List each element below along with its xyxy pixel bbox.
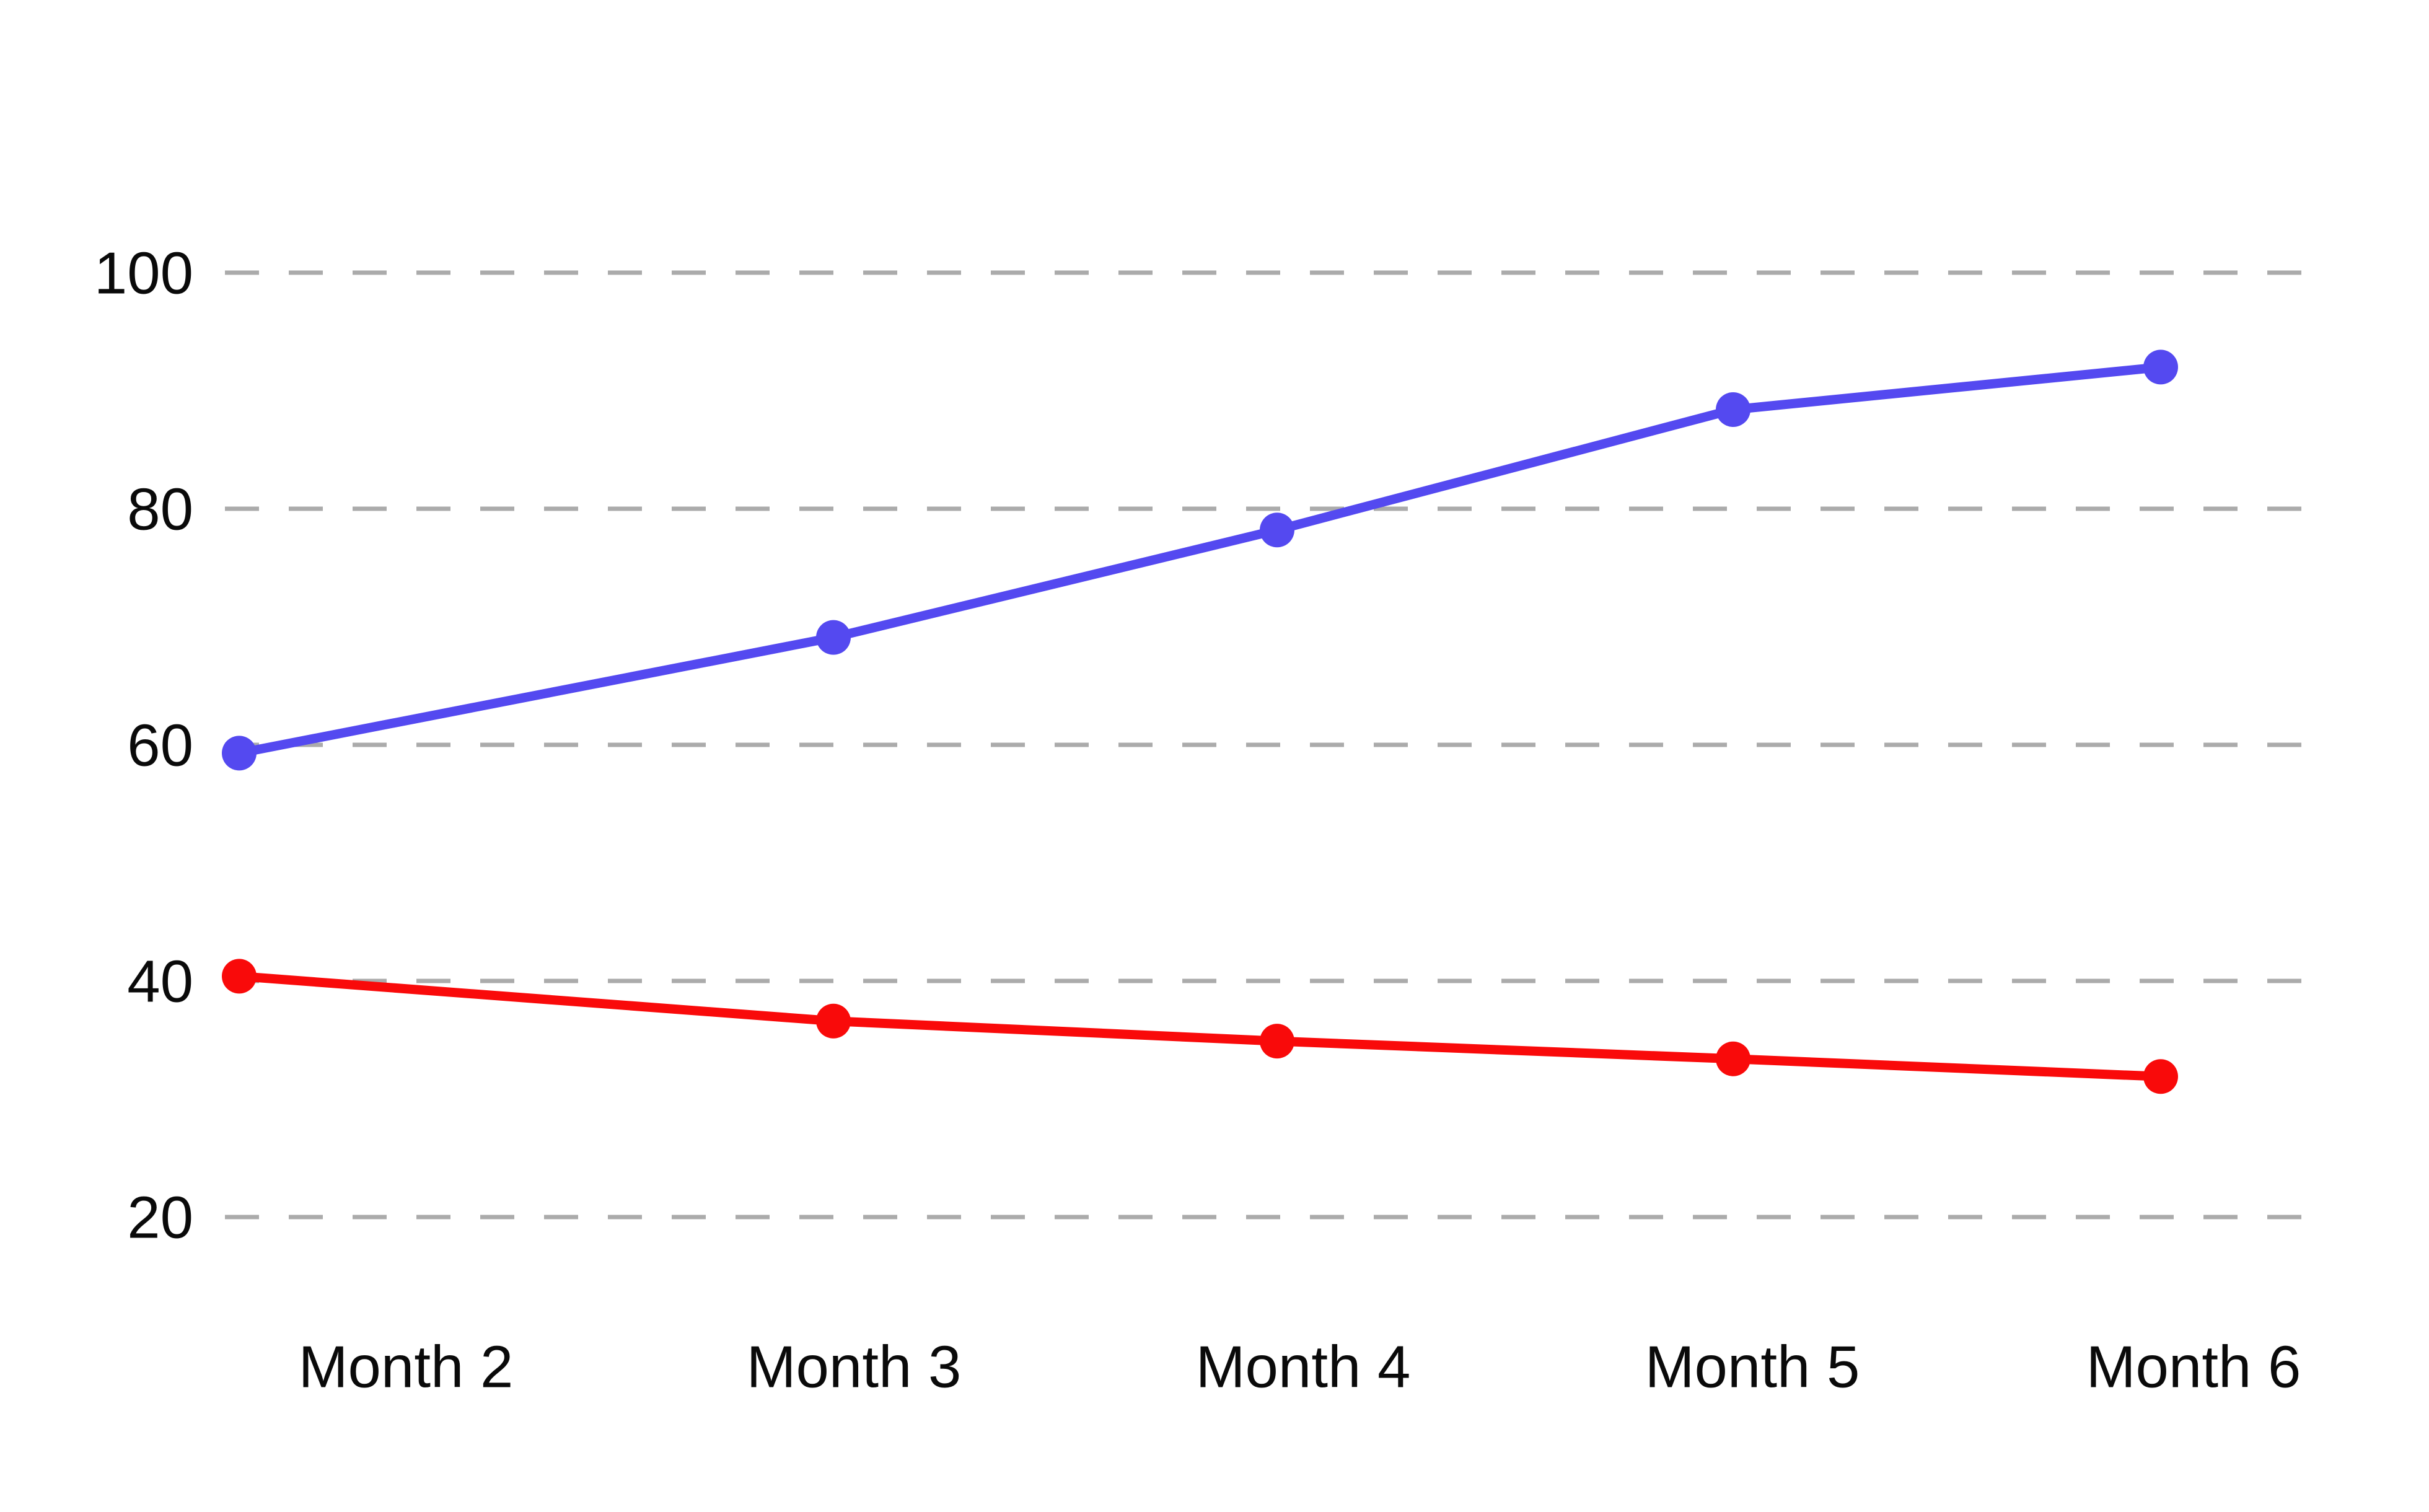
x-axis-tick-label: Month 3 <box>747 1334 962 1400</box>
y-axis-tick-label: 60 <box>127 713 193 779</box>
x-axis-tick-label: Month 5 <box>1645 1334 1860 1400</box>
y-axis-tick-label: 40 <box>127 949 193 1015</box>
data-point-red <box>1716 1041 1750 1076</box>
data-point-blue <box>816 620 851 655</box>
data-point-blue <box>2143 349 2178 385</box>
axis-layer: 100 80 60 40 20 Month 2 Month 3 Month 4 Month 5 M… <box>94 240 2301 1400</box>
data-point-blue <box>1716 392 1750 427</box>
x-axis-tick-label: Month 6 <box>2086 1334 2301 1400</box>
data-point-red <box>1260 1024 1294 1059</box>
data-point-red <box>2143 1059 2178 1094</box>
grid-layer <box>225 270 2317 1220</box>
data-point-blue <box>222 736 257 771</box>
series-layer <box>222 349 2178 1094</box>
x-axis-tick-label: Month 2 <box>299 1334 514 1400</box>
data-point-red <box>222 959 257 994</box>
series-line-blue <box>234 362 2166 758</box>
data-point-blue <box>1260 512 1294 548</box>
series-line-red <box>234 971 2166 1081</box>
y-axis-tick-label: 100 <box>94 240 193 307</box>
data-point-red <box>816 1003 851 1039</box>
x-axis-tick-label: Month 4 <box>1196 1334 1411 1400</box>
y-axis-tick-label: 20 <box>127 1185 193 1251</box>
y-axis-tick-label: 80 <box>127 477 193 543</box>
